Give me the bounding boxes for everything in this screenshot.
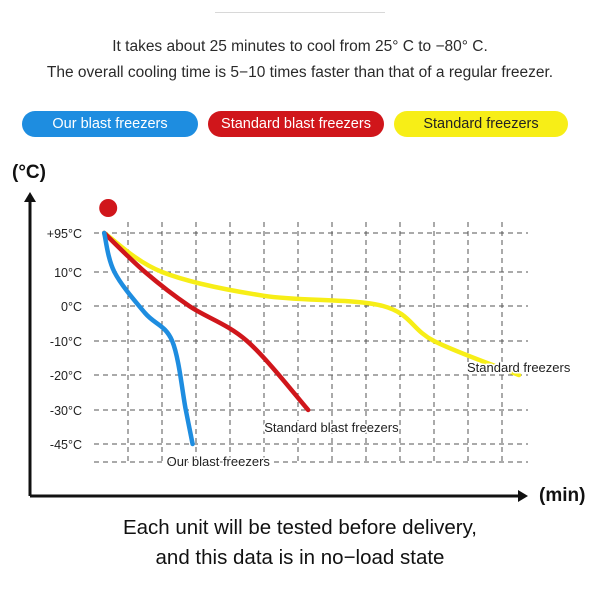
intro-line-2: The overall cooling time is 5−10 times f…	[46, 64, 554, 81]
y-tick-label: +95°C	[47, 227, 82, 241]
y-axis-arrow	[24, 192, 36, 202]
y-tick-label: -10°C	[50, 335, 82, 349]
series-label-standard-blast-freezers: Standard blast freezers	[264, 420, 399, 435]
chart-axes	[24, 192, 528, 502]
start-point-marker	[99, 199, 118, 217]
series-line-standard-freezers	[101, 230, 522, 378]
series-labels: Our blast freezers Standard blast freezer…	[165, 359, 572, 471]
series-label-standard-freezers: Standard freezers	[467, 360, 571, 375]
y-tick-label: 0°C	[61, 300, 82, 314]
series-line-our-blast-freezers	[101, 230, 195, 447]
chart-series	[99, 199, 522, 447]
legend-our-blast-freezers: Our blast freezers	[22, 111, 198, 137]
legend-standard-blast-freezers: Standard blast freezers	[208, 111, 384, 137]
y-axis-unit: (°C)	[12, 162, 46, 183]
intro-line-1: It takes about 25 minutes to cool from 2…	[112, 38, 488, 55]
x-axis-arrow	[518, 490, 528, 502]
y-tick-labels: +95°C 10°C 0°C -10°C -20°C -30°C -45°C	[47, 227, 82, 452]
footer-line-1: Each unit will be tested before delivery…	[122, 516, 477, 539]
legend-standard-freezers: Standard freezers	[394, 111, 568, 137]
y-tick-label: 10°C	[54, 266, 82, 280]
x-axis-unit: (min)	[539, 485, 586, 506]
series-label-our-blast-freezers: Our blast freezers	[167, 454, 271, 469]
y-tick-label: -45°C	[50, 438, 82, 452]
y-tick-label: -30°C	[50, 404, 82, 418]
top-divider	[215, 12, 385, 13]
footer-line-2: and this data is in no−load state	[155, 546, 445, 569]
series-line-standard-blast-freezers	[101, 230, 311, 413]
y-tick-label: -20°C	[50, 369, 82, 383]
